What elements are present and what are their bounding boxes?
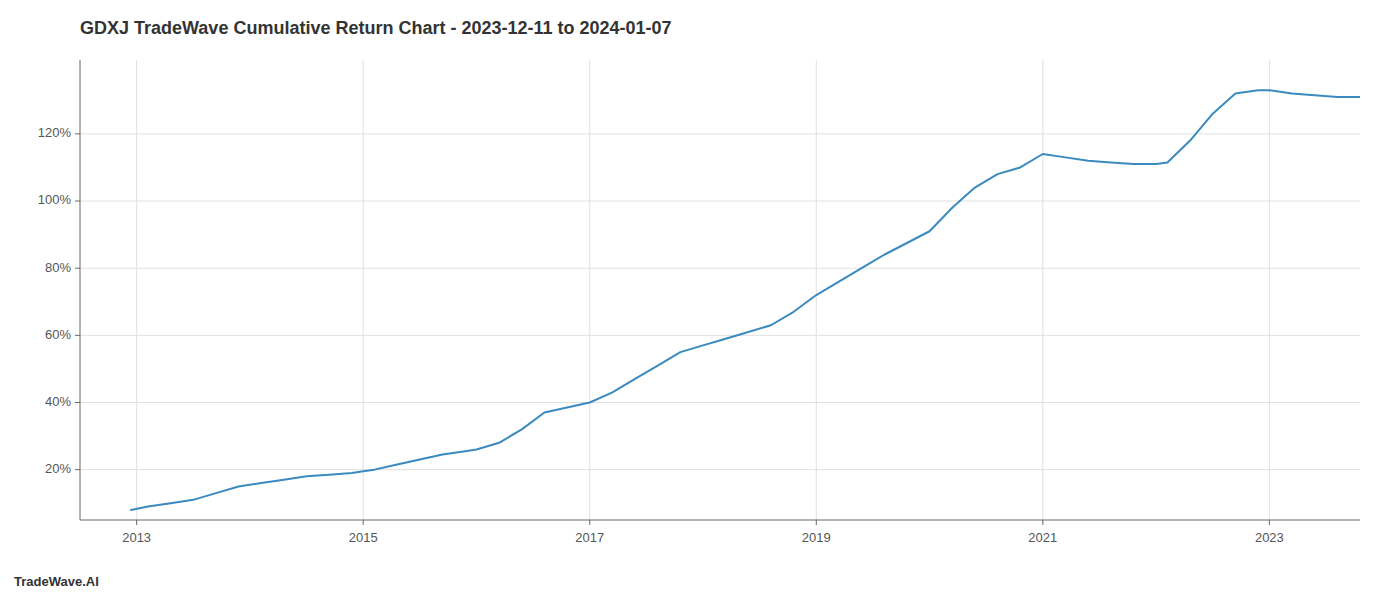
line <box>131 90 1360 510</box>
tick-label: 2021 <box>1028 530 1057 545</box>
tick-label: 80% <box>45 260 71 275</box>
grid-line <box>80 268 1360 269</box>
annotation: TradeWave.AI <box>14 574 99 589</box>
grid-line <box>363 60 364 520</box>
background <box>0 0 1400 600</box>
tick-mark <box>1042 520 1043 525</box>
tick-mark <box>589 520 590 525</box>
plot-area <box>131 90 1360 510</box>
grid <box>80 60 1360 520</box>
tick-label: 40% <box>45 394 71 409</box>
tick-mark <box>816 520 817 525</box>
x-axis-line <box>80 520 1360 521</box>
y-axis-line <box>80 60 81 520</box>
tick-mark <box>75 469 80 470</box>
tick-mark <box>75 201 80 202</box>
tick-label: 2015 <box>349 530 378 545</box>
axes: 20% 40% 60% 80% 100% 120% 2013 2015 2017 2019 2021… <box>38 60 1360 545</box>
grid-line <box>136 60 137 520</box>
tick-mark <box>363 520 364 525</box>
grid-line <box>80 469 1360 470</box>
tick-label: 2023 <box>1255 530 1284 545</box>
grid-line <box>80 133 1360 134</box>
grid-line <box>816 60 817 520</box>
tick-label: 120% <box>38 125 72 140</box>
tick-label: 100% <box>38 192 72 207</box>
tick-mark <box>75 402 80 403</box>
tick-mark <box>75 133 80 134</box>
grid-line <box>1042 60 1043 520</box>
tick-label: 60% <box>45 327 71 342</box>
grid-line <box>80 335 1360 336</box>
grid-line <box>589 60 590 520</box>
tick-label: 2017 <box>575 530 604 545</box>
grid-line <box>80 201 1360 202</box>
tick-label: 2013 <box>122 530 151 545</box>
grid-line <box>80 402 1360 403</box>
tick-mark <box>136 520 137 525</box>
tick-label: 20% <box>45 461 71 476</box>
chart: 20% 40% 60% 80% 100% 120% 2013 2015 2017 2019 2021… <box>0 0 1400 600</box>
tick-mark <box>75 268 80 269</box>
tick-mark <box>1269 520 1270 525</box>
grid-line <box>1269 60 1270 520</box>
tick-mark <box>75 335 80 336</box>
title: GDXJ TradeWave Cumulative Return Chart -… <box>80 18 672 38</box>
tick-label: 2019 <box>802 530 831 545</box>
